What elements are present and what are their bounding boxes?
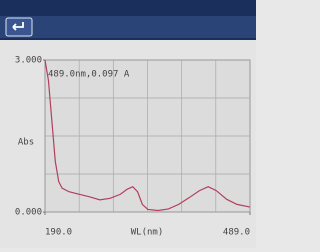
y-tick-label: 0.000 (15, 208, 42, 218)
x-axis-label: WL(nm) (131, 228, 164, 238)
x-tick-label: 489.0 (223, 228, 250, 238)
back-button[interactable] (6, 18, 32, 36)
screen: 489.0nm,0.097 A Abs WL(nm) 0.000 3.000 190… (0, 0, 256, 248)
title-bar-band (0, 16, 256, 38)
y-tick-label: 3.000 (15, 56, 42, 66)
cursor-readout: 489.0nm,0.097 A (48, 70, 130, 80)
page: {"chart_data": {"type": "line", "annotat… (0, 0, 256, 248)
y-axis-label: Abs (18, 138, 34, 148)
x-tick-label: 190.0 (45, 228, 72, 238)
